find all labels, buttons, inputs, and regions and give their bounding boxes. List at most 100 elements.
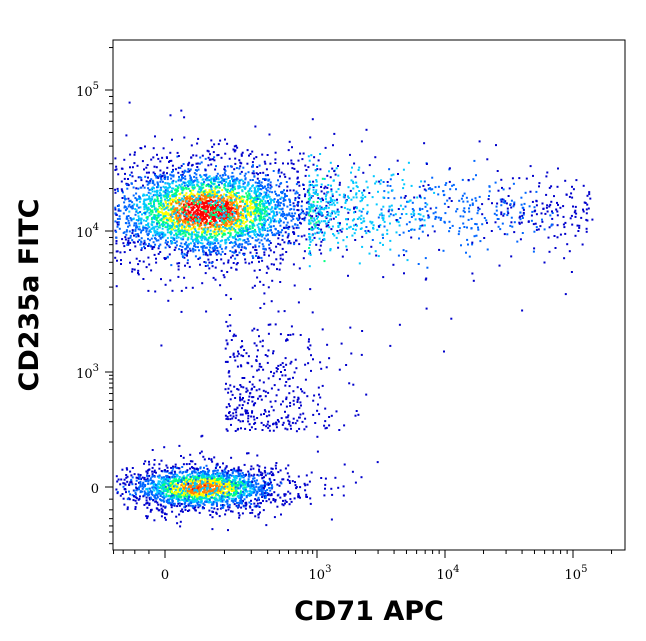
- event-dot: [194, 218, 197, 220]
- event-dot: [167, 299, 170, 302]
- event-dot: [253, 201, 256, 204]
- event-dot: [160, 217, 163, 220]
- event-dot: [360, 222, 363, 224]
- event-dot: [222, 199, 225, 202]
- event-dot: [297, 202, 300, 205]
- event-dot: [204, 236, 207, 239]
- event-dot: [179, 199, 182, 202]
- event-dot: [236, 208, 239, 211]
- event-dot: [190, 206, 193, 209]
- event-dot: [260, 239, 263, 242]
- event-dot: [187, 229, 190, 232]
- event-dot: [151, 224, 154, 227]
- event-dot: [301, 200, 303, 203]
- event-dot: [220, 194, 223, 197]
- event-dot: [157, 214, 160, 217]
- event-dot: [147, 198, 150, 201]
- event-dot: [147, 256, 150, 259]
- event-dot: [215, 501, 218, 504]
- event-dot: [209, 179, 212, 182]
- event-dot: [148, 239, 151, 242]
- event-dot: [209, 233, 212, 235]
- event-dot: [521, 214, 524, 217]
- event-dot: [185, 229, 188, 232]
- event-dot: [542, 207, 545, 210]
- event-dot: [308, 202, 311, 205]
- event-dot: [142, 200, 145, 203]
- event-dot: [246, 237, 249, 240]
- event-dot: [220, 258, 223, 261]
- event-dot: [317, 228, 320, 230]
- event-dot: [216, 154, 219, 157]
- event-dot: [296, 192, 299, 195]
- event-dot: [346, 236, 348, 239]
- event-dot: [240, 216, 243, 219]
- event-dot: [240, 196, 243, 199]
- event-dot: [196, 219, 199, 222]
- event-dot: [161, 484, 164, 487]
- event-dot: [316, 223, 319, 226]
- event-dot: [186, 254, 188, 257]
- event-dot: [553, 235, 556, 237]
- event-dot: [161, 236, 164, 239]
- event-dot: [273, 212, 275, 215]
- event-dot: [203, 209, 206, 212]
- event-dot: [233, 198, 236, 201]
- event-dot: [294, 192, 297, 195]
- event-dot: [265, 187, 268, 190]
- event-dot: [186, 244, 189, 247]
- event-dot: [144, 484, 147, 486]
- event-dot: [272, 234, 275, 237]
- event-dot: [269, 162, 272, 165]
- event-dot: [371, 239, 374, 241]
- event-dot: [463, 192, 466, 195]
- event-dot: [220, 219, 223, 222]
- event-dot: [216, 185, 219, 188]
- event-dot: [128, 224, 131, 227]
- event-dot: [142, 260, 145, 263]
- event-dot: [209, 220, 212, 222]
- event-dot: [172, 187, 175, 190]
- event-dot: [255, 204, 258, 207]
- event-dot: [298, 194, 301, 197]
- event-dot: [214, 214, 217, 217]
- event-dot: [192, 206, 195, 208]
- event-dot: [234, 182, 237, 185]
- event-dot: [145, 180, 148, 183]
- event-dot: [246, 194, 249, 197]
- event-dot: [585, 230, 588, 233]
- event-dot: [382, 196, 385, 199]
- event-dot: [159, 201, 162, 204]
- event-dot: [144, 145, 146, 148]
- event-dot: [189, 180, 192, 183]
- event-dot: [193, 243, 196, 246]
- event-dot: [252, 256, 255, 259]
- event-dot: [244, 247, 247, 249]
- event-dot: [230, 266, 233, 269]
- event-dot: [421, 208, 424, 210]
- event-dot: [550, 185, 553, 188]
- event-dot: [288, 140, 291, 143]
- event-dot: [196, 237, 199, 240]
- event-dot: [143, 239, 146, 242]
- event-dot: [397, 208, 400, 210]
- event-dot: [419, 213, 422, 216]
- event-dot: [171, 241, 174, 244]
- event-dot: [135, 199, 138, 202]
- event-dot: [319, 208, 322, 211]
- event-dot: [218, 195, 221, 198]
- event-dot: [242, 252, 245, 255]
- event-dot: [210, 188, 213, 191]
- event-dot: [312, 227, 315, 230]
- event-dot: [321, 197, 324, 200]
- event-dot: [227, 215, 230, 217]
- event-dot: [229, 234, 232, 237]
- event-dot: [160, 515, 163, 518]
- event-dot: [269, 494, 272, 497]
- event-dot: [158, 224, 161, 227]
- event-dot: [208, 213, 211, 216]
- event-dot: [243, 494, 246, 497]
- event-dot: [232, 501, 235, 504]
- event-dot: [405, 250, 408, 253]
- event-dot: [175, 180, 178, 183]
